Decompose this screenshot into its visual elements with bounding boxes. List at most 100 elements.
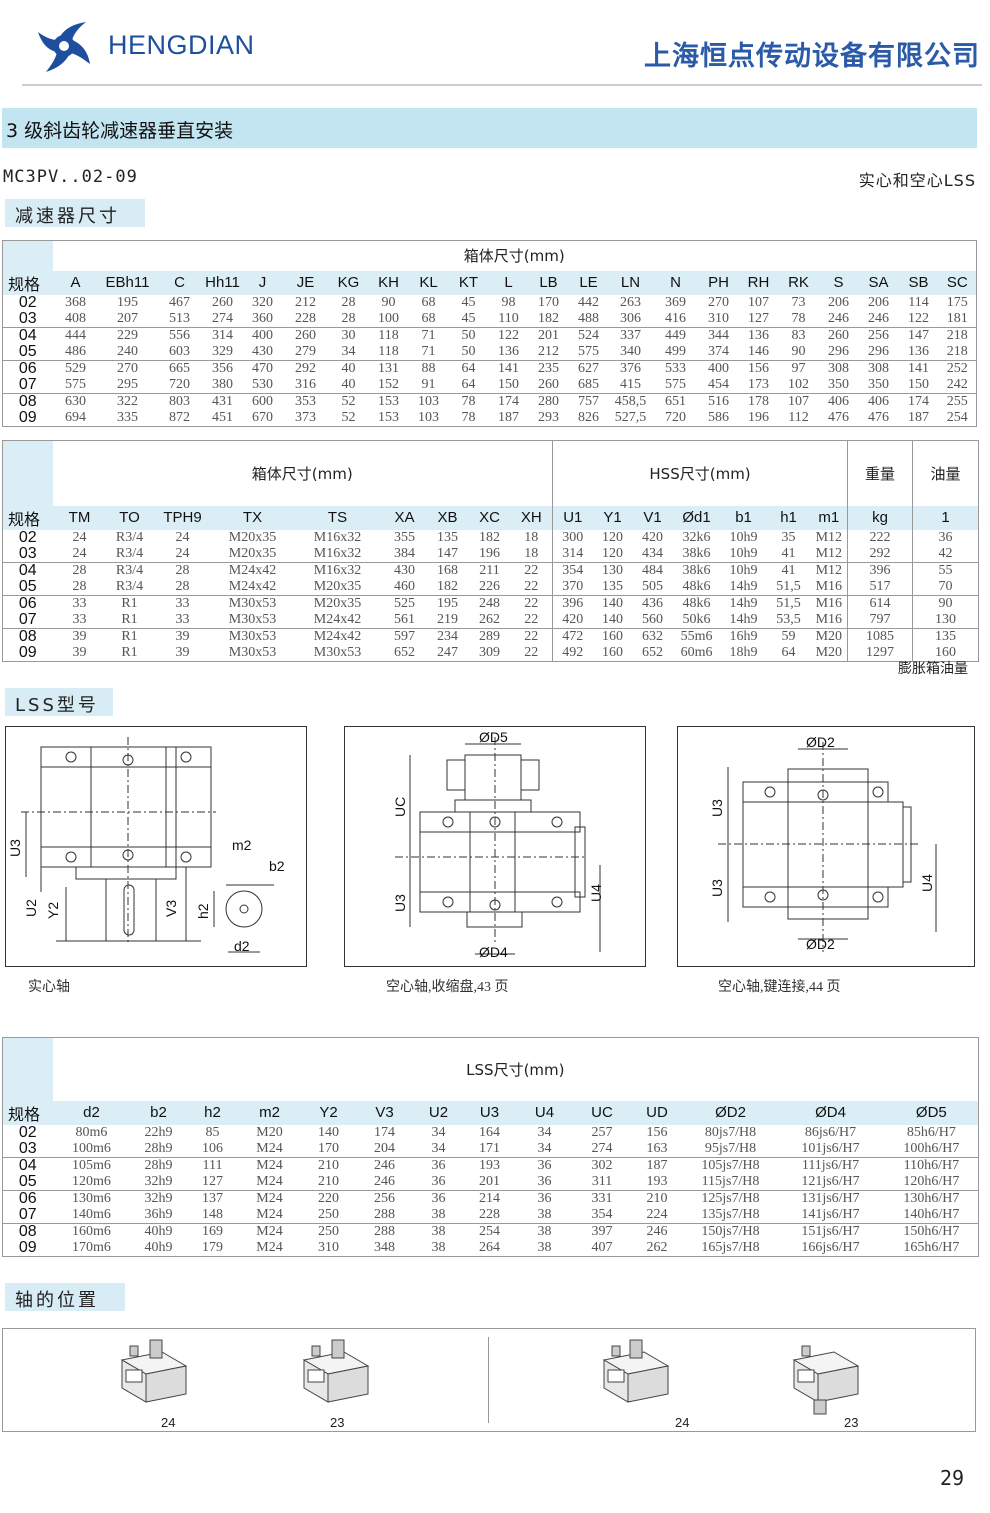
value-cell: 182: [426, 578, 469, 596]
value-cell: 36: [912, 529, 979, 546]
value-cell: R1: [121, 628, 138, 644]
value-cell: 164: [479, 1124, 500, 1140]
value-cell: 28: [52, 578, 107, 596]
value-cell: 196: [738, 409, 779, 427]
value-cell: 210: [318, 1157, 339, 1173]
value-cell: 228: [282, 310, 329, 328]
column-header: XA: [382, 505, 427, 530]
value-cell: 135: [592, 578, 633, 596]
value-cell: 165js7/H8: [684, 1239, 777, 1257]
column-header: XB: [426, 505, 469, 530]
value-cell: 141js6/H7: [776, 1206, 885, 1224]
value-cell: 458,5: [614, 393, 647, 409]
column-header: EBh11: [98, 270, 157, 295]
value-cell: 516: [708, 393, 729, 409]
value-cell: 39: [175, 628, 190, 644]
value-cell: 627: [578, 360, 599, 376]
value-cell: 80m6: [75, 1124, 108, 1140]
value-cell: 525: [394, 595, 415, 611]
value-cell: 14h9: [720, 611, 767, 629]
value-cell: 400: [708, 360, 729, 376]
value-cell: 252: [946, 360, 968, 376]
dim-label-y2: Y2: [45, 902, 61, 919]
value-cell: 68: [421, 294, 436, 310]
value-cell: 260: [295, 327, 316, 343]
value-cell: 90: [778, 343, 819, 361]
table-row: 06 529 270 665 356 470 292 40 131 88 64 141 235 627 37…: [2, 360, 977, 377]
value-cell: 130: [912, 611, 979, 629]
value-cell: 153: [378, 393, 399, 409]
value-cell: 34: [537, 1124, 552, 1140]
value-cell: 122: [498, 327, 519, 343]
value-cell: 10h9: [729, 562, 758, 578]
value-cell: 59: [781, 628, 796, 644]
value-cell: 434: [632, 545, 673, 563]
value-cell: 85: [205, 1124, 220, 1140]
value-cell: 28: [341, 294, 356, 310]
value-cell: 757: [578, 393, 599, 409]
value-cell: 314: [212, 327, 233, 343]
column-header: RK: [778, 270, 819, 295]
value-cell: 242: [938, 376, 977, 394]
value-cell: M30x53: [292, 644, 383, 662]
column-header: U1: [552, 505, 593, 530]
column-header: h2: [186, 1100, 239, 1125]
value-cell: R1: [106, 644, 153, 662]
value-cell: 630: [65, 393, 86, 409]
column-header: kg: [847, 505, 913, 530]
value-cell: 187: [488, 409, 529, 427]
value-cell: 248: [479, 595, 500, 611]
value-cell: 141: [498, 360, 519, 376]
value-cell: 575: [52, 376, 99, 394]
value-cell: 151js6/H7: [801, 1223, 860, 1239]
value-cell: 314: [552, 545, 593, 563]
value-cell: 64: [461, 360, 476, 376]
column-header: XC: [468, 505, 511, 530]
value-cell: 140m6: [52, 1206, 131, 1224]
value-cell: 32k6: [682, 529, 711, 545]
value-cell: 18: [524, 529, 539, 545]
value-cell: 420: [552, 611, 593, 629]
value-cell: 308: [868, 360, 889, 376]
column-header-size: 规格: [2, 1100, 53, 1125]
value-cell: 614: [847, 595, 913, 612]
size-cell: 04: [2, 327, 53, 344]
value-cell: 147: [908, 327, 929, 343]
table-row: 03 24 R3/4 24 M20x35 M16x32 384 147 196 18 314 120 4…: [2, 545, 979, 563]
column-header: UC: [574, 1100, 630, 1125]
column-header: Y1: [592, 505, 633, 530]
company-name: 上海恒点传动设备有限公司: [644, 41, 980, 72]
value-cell: 207: [98, 310, 157, 328]
panel-divider: [488, 1337, 489, 1423]
value-cell: 211: [479, 562, 500, 578]
value-cell: 193: [629, 1173, 685, 1191]
value-cell: 160: [592, 644, 633, 662]
value-cell: 206: [828, 294, 849, 310]
value-cell: 350: [858, 376, 899, 394]
value-cell: 560: [632, 611, 673, 629]
logo-text: HENGDIAN: [108, 30, 255, 60]
value-cell: 78: [448, 409, 489, 427]
section-reducer-dimensions: 减速器尺寸: [5, 199, 145, 227]
value-cell: 34: [431, 1124, 446, 1140]
value-cell: 165h6/H7: [884, 1239, 979, 1257]
value-cell: 374: [698, 343, 739, 361]
value-cell: 78: [778, 310, 819, 328]
value-cell: 260: [212, 294, 233, 310]
value-cell: 169: [202, 1223, 223, 1239]
value-cell: M16x32: [313, 562, 362, 578]
value-cell: 111js6/H7: [801, 1157, 860, 1173]
value-cell: 600: [252, 393, 273, 409]
column-header: m1: [810, 505, 848, 530]
value-cell: 586: [698, 409, 739, 427]
shaft-position-label: 23: [330, 1415, 345, 1430]
value-cell: 264: [464, 1239, 515, 1257]
value-cell: M30x53: [212, 611, 293, 629]
value-cell: 122: [898, 310, 939, 328]
value-cell: M20: [810, 644, 848, 662]
group-header-hss: HSS尺寸(mm): [552, 440, 848, 506]
column-header: LE: [568, 270, 609, 295]
value-cell: 111: [202, 1157, 223, 1173]
section-lss-type: LSS型号: [5, 688, 113, 716]
value-cell: 1297: [847, 644, 913, 662]
